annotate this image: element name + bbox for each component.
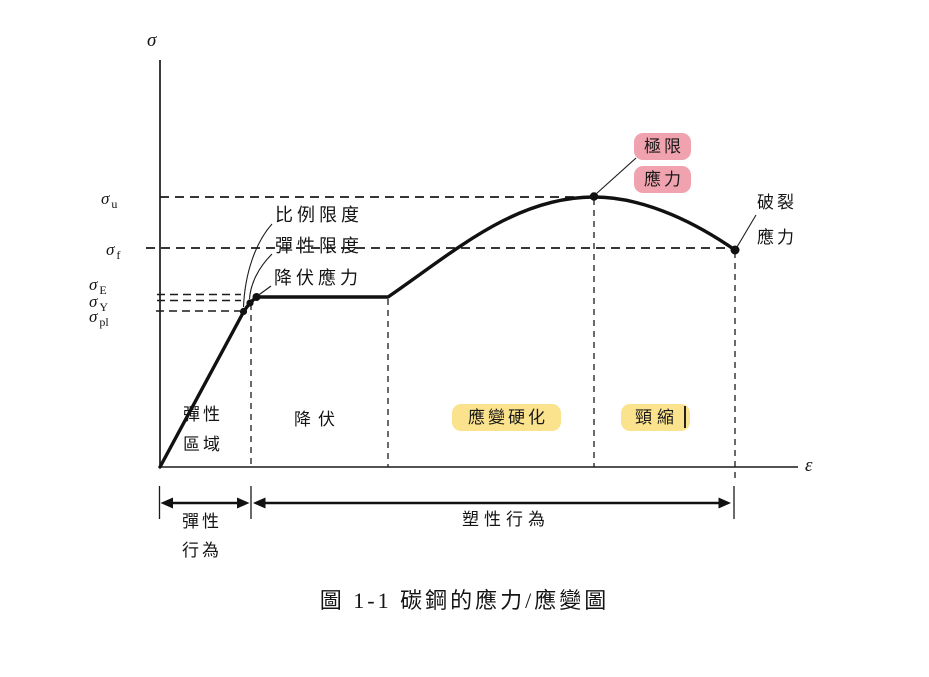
sigma-pl-sub: pl (99, 315, 109, 330)
proportional-limit-point (239, 307, 248, 316)
elastic-limit-callout: 彈性限度 (275, 236, 363, 256)
elastic-limit-leader-line (248, 253, 273, 300)
fracture-point (730, 245, 740, 255)
elastic-behavior-label-line1: 彈性 (182, 512, 222, 531)
sigma-E-base: σ (89, 275, 98, 294)
proportional-limit-callout: 比例限度 (275, 205, 363, 225)
elastic-zone-label-line2: 區域 (183, 435, 223, 454)
plastic-arrow-left-head (253, 497, 266, 509)
elastic-arrow-right-head (237, 497, 250, 509)
sigma-u-sub: u (111, 197, 118, 212)
ultimate-stress-leader-line (595, 157, 637, 195)
ultimate-stress-callout-line2: 應力 (634, 166, 691, 193)
text-cursor-artifact (684, 406, 686, 428)
sigma-f-base: σ (106, 240, 115, 259)
sigma-pl-label: σ pl (89, 308, 109, 328)
elastic-behavior-label-line2: 行為 (182, 541, 222, 560)
sigma-pl-base: σ (89, 307, 98, 326)
yield-stress-leader-line (257, 285, 272, 296)
sigma-f-sub: f (116, 248, 121, 263)
yielding-region-label: 降伏 (294, 410, 342, 429)
yield-stress-callout: 降伏應力 (274, 268, 362, 288)
sigma-u-base: σ (101, 189, 110, 208)
proportional-limit-leader-line (242, 223, 273, 308)
elastic-limit-point (246, 299, 254, 307)
ultimate-stress-point (589, 192, 599, 201)
ultimate-stress-callout-line1: 極限 (634, 133, 691, 160)
fracture-stress-callout-line2: 應力 (757, 228, 797, 247)
x-axis-symbol: ε (805, 455, 813, 476)
sigma-Y-base: σ (89, 292, 98, 311)
sigma-Y-sub: Y (99, 300, 109, 315)
sigma-E-sub: E (99, 283, 107, 298)
elastic-zone-label-line1: 彈性 (183, 405, 223, 424)
strain-hardening-region-label: 應變硬化 (452, 404, 561, 431)
plastic-behavior-label: 塑性行為 (462, 510, 550, 529)
fracture-stress-callout-line1: 破裂 (757, 193, 797, 212)
y-axis-symbol: σ (147, 30, 157, 51)
figure-caption: 圖 1-1 碳鋼的應力/應變圖 (319, 588, 610, 613)
plastic-arrow-right-head (718, 497, 731, 509)
stress-strain-curve (158, 195, 737, 469)
necking-region-label: 頸縮 (621, 404, 690, 431)
elastic-arrow-left-head (160, 497, 173, 509)
fracture-stress-leader-line (736, 214, 757, 248)
